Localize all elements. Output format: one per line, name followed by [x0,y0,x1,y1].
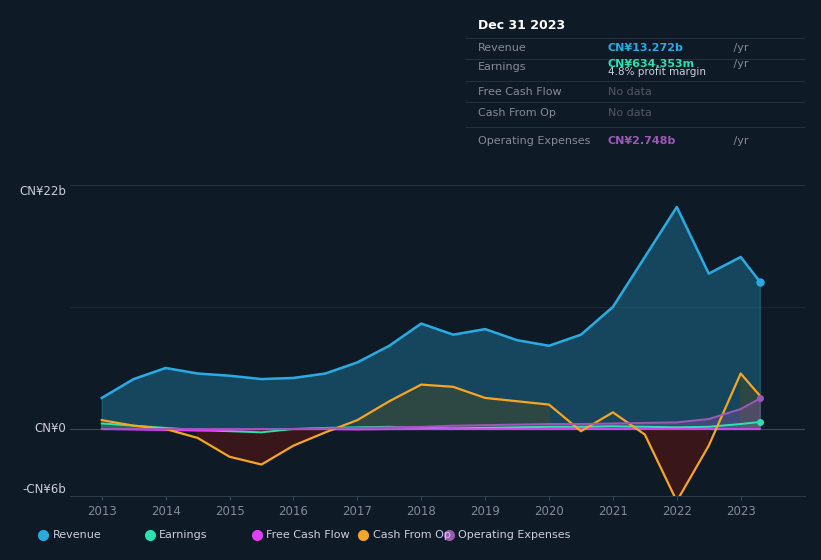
Text: Dec 31 2023: Dec 31 2023 [479,18,566,31]
Text: /yr: /yr [731,43,749,53]
Text: -CN¥6b: -CN¥6b [22,483,67,496]
Text: Operating Expenses: Operating Expenses [458,530,571,540]
Text: /yr: /yr [731,59,749,69]
Text: Revenue: Revenue [53,530,101,540]
Text: CN¥22b: CN¥22b [19,185,67,198]
Text: Operating Expenses: Operating Expenses [479,137,590,147]
Text: Cash From Op: Cash From Op [373,530,451,540]
Text: CN¥0: CN¥0 [34,422,67,436]
Text: Earnings: Earnings [159,530,208,540]
Text: CN¥13.272b: CN¥13.272b [608,43,684,53]
Text: CN¥2.748b: CN¥2.748b [608,137,677,147]
Text: Free Cash Flow: Free Cash Flow [479,86,562,96]
Text: Revenue: Revenue [479,43,527,53]
Text: Free Cash Flow: Free Cash Flow [266,530,350,540]
Text: Cash From Op: Cash From Op [479,108,556,118]
Text: Earnings: Earnings [479,62,527,72]
Text: No data: No data [608,86,652,96]
Text: CN¥634.353m: CN¥634.353m [608,59,695,69]
Text: 4.8% profit margin: 4.8% profit margin [608,67,706,77]
Text: /yr: /yr [731,137,749,147]
Text: No data: No data [608,108,652,118]
